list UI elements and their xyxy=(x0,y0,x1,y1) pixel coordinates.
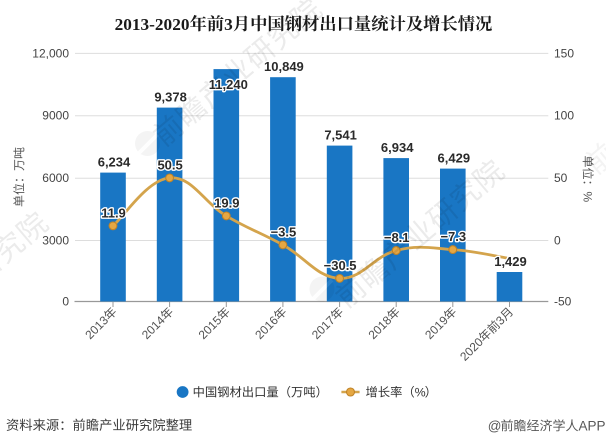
svg-text:7,541: 7,541 xyxy=(324,128,357,143)
svg-text:9000: 9000 xyxy=(42,109,69,123)
svg-text:100: 100 xyxy=(554,109,574,123)
svg-text:3000: 3000 xyxy=(42,233,69,247)
svg-text:6,234: 6,234 xyxy=(98,155,131,170)
svg-text:11,240: 11,240 xyxy=(209,77,248,92)
svg-text:6000: 6000 xyxy=(42,171,69,185)
svg-text:6,429: 6,429 xyxy=(438,151,471,166)
svg-text:19.9: 19.9 xyxy=(214,195,239,210)
svg-text:3: 3 xyxy=(224,15,233,34)
svg-text:2013-2020: 2013-2020 xyxy=(115,15,190,34)
svg-text:1,429: 1,429 xyxy=(494,254,527,269)
svg-text:-50: -50 xyxy=(554,294,572,308)
svg-text:−8.1: −8.1 xyxy=(384,230,410,245)
svg-text:12,000: 12,000 xyxy=(32,46,69,60)
svg-text:11.9: 11.9 xyxy=(101,205,126,220)
svg-text:−7.3: −7.3 xyxy=(440,229,466,244)
svg-text:−30.5: −30.5 xyxy=(324,258,357,273)
svg-text:6,934: 6,934 xyxy=(381,140,414,155)
svg-text:50: 50 xyxy=(554,171,568,185)
svg-text:50.5: 50.5 xyxy=(157,157,182,172)
svg-text:9,378: 9,378 xyxy=(154,90,187,105)
svg-text:10,849: 10,849 xyxy=(264,59,304,74)
svg-text:0: 0 xyxy=(554,233,561,247)
svg-text:0: 0 xyxy=(62,294,69,308)
svg-text:−3.5: −3.5 xyxy=(271,224,297,239)
svg-text:150: 150 xyxy=(554,46,574,60)
svg-text:APP: APP xyxy=(579,418,606,433)
svg-text:@: @ xyxy=(488,418,502,433)
